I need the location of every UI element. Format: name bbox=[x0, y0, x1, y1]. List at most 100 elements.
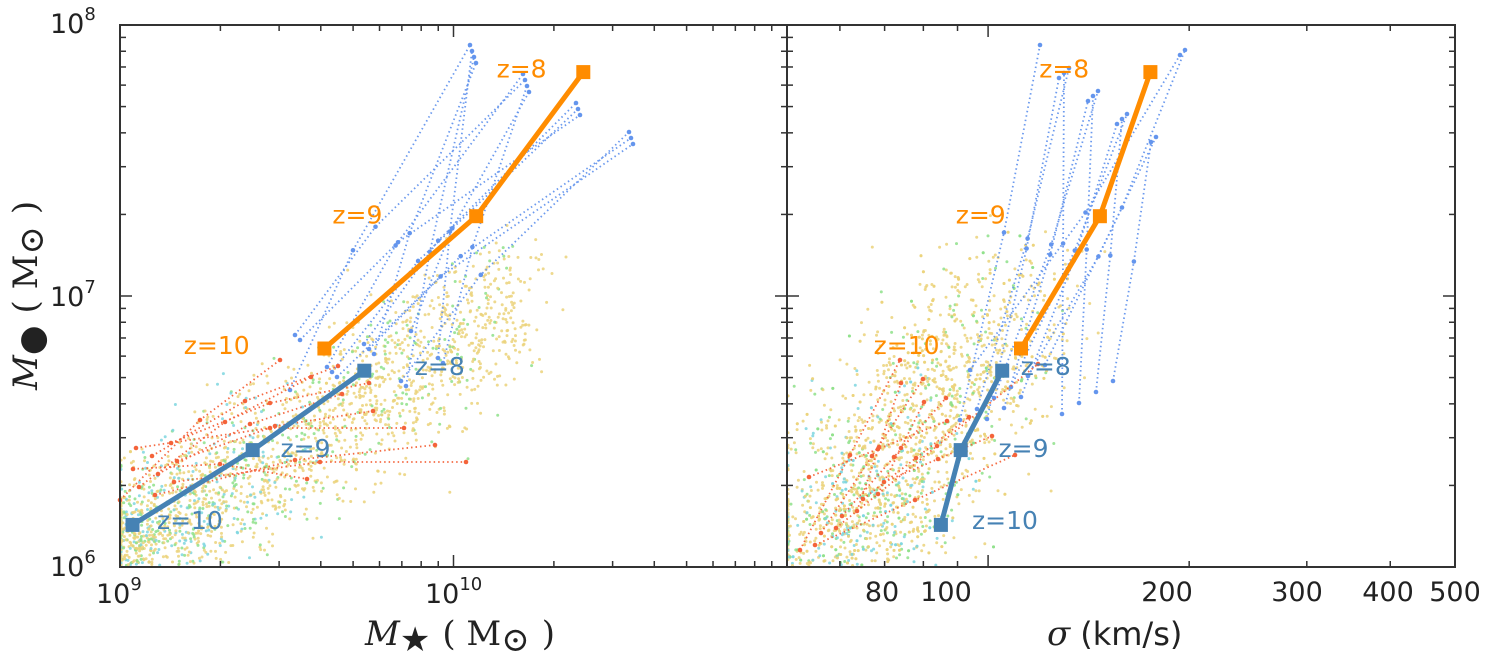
scatter-point bbox=[328, 421, 332, 425]
scatter-point bbox=[942, 483, 946, 487]
scatter-point bbox=[232, 402, 236, 406]
scatter-point bbox=[988, 268, 992, 272]
scatter-point bbox=[315, 516, 319, 520]
scatter-point bbox=[430, 374, 434, 378]
scatter-point bbox=[254, 465, 258, 469]
track-point bbox=[912, 497, 918, 503]
scatter-point bbox=[828, 446, 832, 450]
scatter-point bbox=[426, 393, 430, 397]
scatter-point bbox=[488, 259, 492, 263]
dotted-track bbox=[1010, 113, 1128, 388]
scatter-point bbox=[437, 430, 441, 434]
scatter-point bbox=[883, 403, 887, 407]
scatter-point bbox=[1052, 272, 1056, 276]
scatter-point bbox=[975, 235, 979, 239]
scatter-point bbox=[186, 520, 190, 524]
track-point bbox=[308, 374, 314, 380]
scatter-point bbox=[262, 454, 266, 458]
scatter-point bbox=[269, 455, 273, 458]
scatter-point bbox=[876, 351, 880, 355]
scatter-point bbox=[136, 513, 140, 517]
scatter-point bbox=[916, 452, 920, 456]
scatter-point bbox=[946, 477, 950, 481]
scatter-point bbox=[870, 427, 874, 431]
scatter-point bbox=[872, 547, 876, 551]
scatter-point bbox=[274, 485, 278, 489]
scatter-point bbox=[177, 476, 181, 480]
scatter-point bbox=[885, 363, 889, 367]
scatter-point bbox=[857, 451, 861, 455]
scatter-point bbox=[844, 521, 848, 525]
scatter-point bbox=[876, 524, 880, 528]
scatter-point bbox=[439, 406, 443, 410]
scatter-point bbox=[882, 372, 886, 376]
scatter-point bbox=[232, 450, 236, 454]
scatter-point bbox=[284, 379, 288, 383]
scatter-point bbox=[944, 375, 948, 378]
scatter-point bbox=[803, 543, 807, 547]
scatter-point bbox=[541, 267, 545, 271]
scatter-point bbox=[928, 308, 932, 312]
scatter-point bbox=[876, 330, 880, 334]
scatter-point bbox=[905, 380, 908, 384]
scatter-point bbox=[219, 525, 223, 529]
scatter-point bbox=[388, 319, 392, 323]
scatter-point bbox=[156, 551, 160, 555]
scatter-point bbox=[804, 427, 808, 431]
scatter-point bbox=[482, 345, 485, 349]
scatter-point bbox=[927, 305, 931, 309]
scatter-point bbox=[260, 477, 264, 481]
scatter-point bbox=[453, 383, 457, 387]
scatter-point bbox=[950, 519, 954, 523]
scatter-point bbox=[477, 360, 481, 363]
scatter-point bbox=[845, 451, 849, 455]
scatter-point bbox=[206, 533, 210, 537]
scatter-point bbox=[969, 336, 973, 340]
scatter-point bbox=[252, 373, 256, 377]
scatter-point bbox=[273, 507, 277, 511]
scatter-point bbox=[998, 417, 1002, 421]
track-point bbox=[943, 395, 949, 401]
scatter-point bbox=[952, 416, 956, 420]
scatter-point bbox=[398, 411, 401, 415]
scatter-point bbox=[797, 556, 801, 560]
scatter-point bbox=[876, 379, 880, 383]
scatter-point bbox=[861, 547, 865, 551]
scatter-point bbox=[502, 257, 506, 261]
scatter-point bbox=[173, 519, 177, 523]
right-series-marker-1-0 bbox=[933, 517, 948, 532]
scatter-point bbox=[436, 274, 439, 277]
scatter-point bbox=[495, 383, 499, 387]
scatter-point bbox=[881, 492, 885, 496]
track-point bbox=[242, 398, 248, 404]
right-annotations: z=8z=9z=10z=8z=9z=10 bbox=[874, 55, 1090, 536]
scatter-point bbox=[222, 439, 226, 443]
scatter-point bbox=[398, 414, 402, 418]
scatter-point bbox=[856, 419, 860, 423]
scatter-point bbox=[926, 471, 930, 475]
scatter-point bbox=[874, 534, 878, 538]
scatter-point bbox=[849, 538, 853, 542]
scatter-point bbox=[521, 323, 525, 327]
scatter-point bbox=[892, 355, 896, 358]
scatter-point bbox=[230, 421, 234, 425]
scatter-point bbox=[491, 333, 495, 337]
scatter-point bbox=[204, 529, 208, 533]
scatter-point bbox=[239, 522, 243, 526]
scatter-point bbox=[332, 480, 336, 484]
scatter-point bbox=[846, 419, 850, 423]
scatter-point bbox=[799, 558, 803, 562]
scatter-point bbox=[487, 250, 491, 254]
scatter-point bbox=[351, 383, 355, 387]
scatter-point bbox=[942, 534, 946, 538]
scatter-point bbox=[218, 544, 222, 548]
scatter-point bbox=[433, 368, 437, 372]
scatter-point bbox=[252, 382, 255, 386]
scatter-point bbox=[1052, 442, 1056, 445]
scatter-point bbox=[901, 399, 905, 402]
scatter-point bbox=[864, 493, 868, 496]
scatter-point bbox=[162, 541, 166, 545]
scatter-point bbox=[285, 400, 288, 404]
scatter-point bbox=[898, 553, 902, 557]
scatter-point bbox=[1067, 306, 1071, 310]
